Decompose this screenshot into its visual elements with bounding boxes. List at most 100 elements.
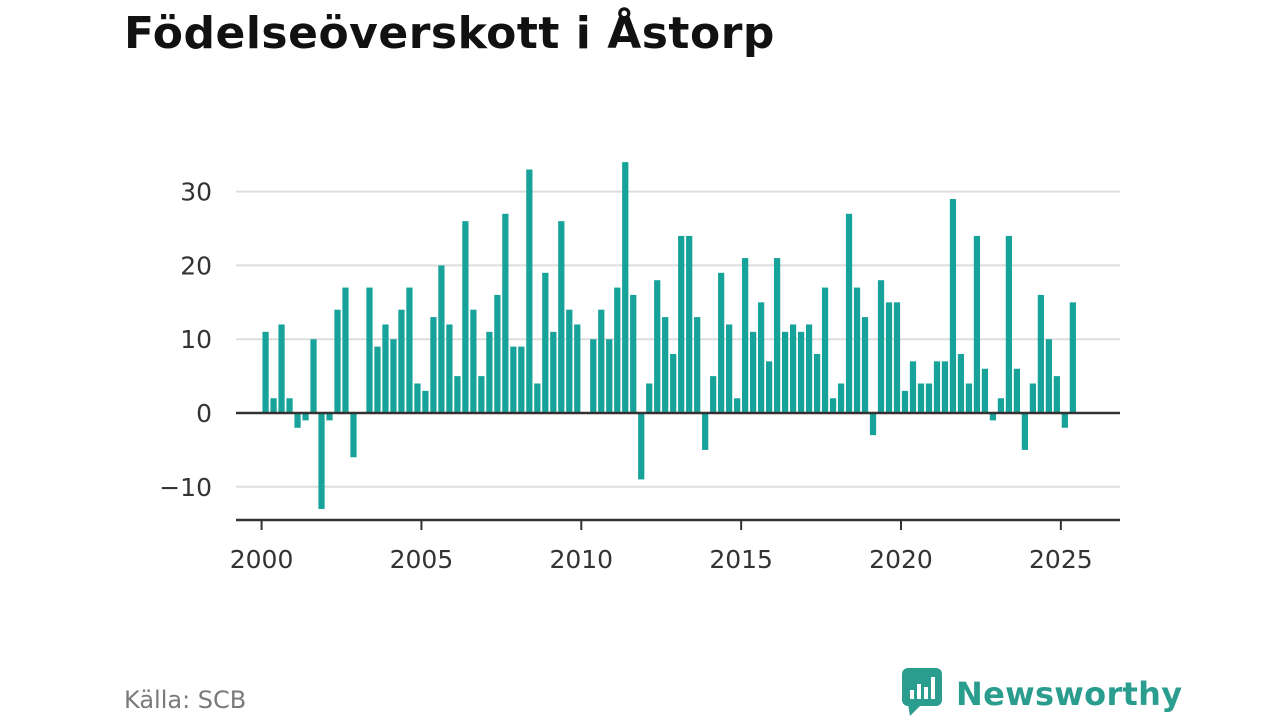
bar (438, 265, 445, 414)
tick-labels: −10 0 10 20 30 2000 2005 2010 2015 2020 2025 (159, 178, 1092, 574)
bar (470, 309, 477, 414)
y-tick-label: 0 (196, 399, 212, 428)
bar (462, 221, 469, 414)
bar (901, 390, 909, 414)
bar-chart-speech-bubble-icon (902, 668, 942, 720)
bar (917, 383, 925, 414)
bar (326, 413, 333, 421)
x-tick-label: 2015 (709, 545, 773, 574)
bar (861, 317, 869, 414)
bar (390, 339, 397, 414)
bar (366, 287, 373, 414)
bar (973, 235, 981, 414)
bar (270, 398, 277, 414)
bar (406, 287, 413, 414)
bar (350, 413, 357, 458)
bar (478, 376, 485, 414)
bar (374, 346, 381, 414)
bar (534, 383, 541, 414)
bar (869, 413, 877, 436)
bar (382, 324, 389, 414)
bar (805, 324, 813, 414)
bar (965, 383, 973, 414)
bar (750, 331, 757, 414)
bars (262, 162, 1076, 509)
bar (1029, 383, 1036, 414)
bar (286, 398, 293, 414)
bar (981, 368, 989, 414)
bar (710, 376, 717, 414)
x-tick-label: 2025 (1029, 545, 1093, 574)
bar (310, 339, 317, 414)
x-tick-label: 2020 (869, 545, 933, 574)
bar (1069, 302, 1076, 414)
bar (789, 324, 797, 414)
bar (638, 413, 645, 480)
chart-title: Födelseöverskott i Åstorp (124, 8, 775, 59)
bar (949, 199, 957, 414)
bar (510, 346, 517, 414)
bar (781, 331, 789, 414)
bar (773, 258, 781, 414)
bar (1005, 235, 1013, 414)
bar (821, 287, 829, 414)
brand-name: Newsworthy (956, 675, 1183, 713)
bar (334, 309, 341, 414)
bar (989, 413, 997, 421)
bar (1045, 339, 1052, 414)
bar (702, 413, 709, 450)
x-tick-label: 2000 (230, 545, 294, 574)
bar (502, 213, 509, 414)
bar (542, 272, 549, 414)
bar (518, 346, 525, 414)
bar (829, 398, 837, 414)
bar (885, 302, 893, 414)
bar (494, 294, 501, 414)
bar (486, 331, 493, 414)
bar (957, 353, 965, 414)
bar (1013, 368, 1021, 414)
bar (925, 383, 933, 414)
bar (941, 361, 949, 414)
bar (342, 287, 349, 414)
source-note: Källa: SCB (124, 686, 247, 714)
bar (614, 287, 621, 414)
y-tick-label: −10 (159, 473, 212, 502)
x-tick-label: 2010 (549, 545, 613, 574)
bar (654, 280, 661, 414)
bar (678, 235, 685, 414)
bar (318, 413, 325, 509)
bar (574, 324, 581, 414)
bar (590, 339, 597, 414)
bar (997, 398, 1005, 414)
bar (797, 331, 805, 414)
bar (1053, 376, 1060, 414)
bar (454, 376, 461, 414)
bar (1021, 413, 1028, 450)
y-tick-label: 30 (180, 178, 212, 207)
bar (670, 353, 677, 414)
bar (302, 413, 309, 421)
bar (606, 339, 613, 414)
bar (726, 324, 733, 414)
bar (1037, 294, 1044, 414)
bar (294, 413, 301, 428)
bar (877, 280, 885, 414)
bar (662, 317, 669, 414)
bar (422, 390, 429, 414)
bar (550, 331, 557, 414)
bar (758, 302, 765, 414)
brand-logo: Newsworthy (902, 668, 1183, 720)
bar (622, 162, 629, 414)
bar (526, 169, 533, 414)
axes (236, 411, 1120, 530)
bar (845, 213, 853, 414)
bar (766, 361, 773, 414)
bar (909, 361, 917, 414)
bar (446, 324, 453, 414)
bar (646, 383, 653, 414)
bar (398, 309, 405, 414)
bar (734, 398, 741, 414)
bar (813, 353, 821, 414)
bar (630, 294, 637, 414)
